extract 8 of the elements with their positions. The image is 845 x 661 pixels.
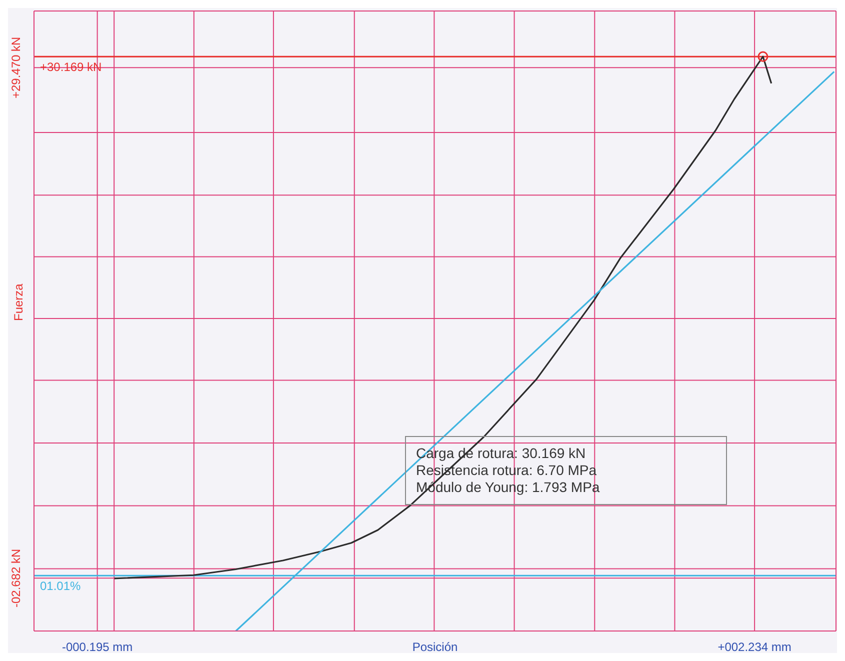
y-axis-title: Fuerza (11, 283, 26, 321)
y-tick-label: -02.682 kN (9, 548, 23, 608)
x-tick-label: -000.195 mm (62, 640, 133, 654)
x-tick-label: +002.234 mm (718, 640, 792, 654)
annotation: 01.01% (40, 579, 82, 594)
y-tick-label: +29.470 kN (9, 36, 23, 99)
line-series (114, 56, 772, 580)
x-axis-title: Posición (412, 640, 458, 654)
